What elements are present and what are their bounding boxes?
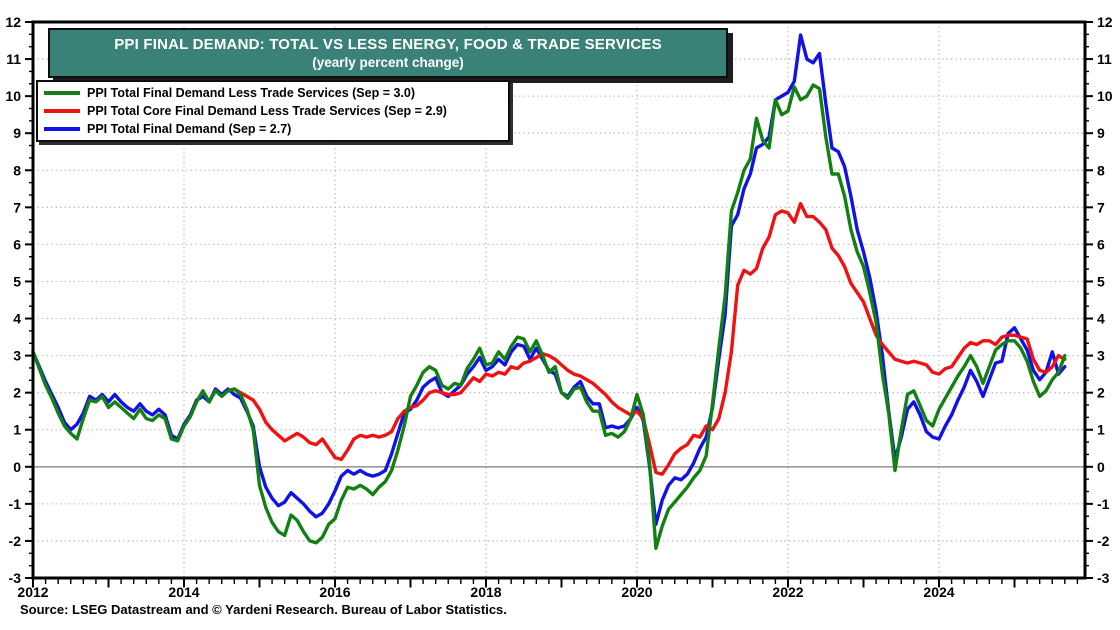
blue-line-swatch-icon [44,127,80,131]
y-axis-label-right: 5 [1097,273,1105,289]
y-axis-label-left: 9 [13,125,21,141]
x-axis-label: 2014 [168,584,199,600]
y-axis-label-right: -2 [1097,533,1110,549]
legend-item-red: PPI Total Core Final Demand Less Trade S… [44,102,508,120]
y-axis-label-left: -1 [9,496,22,512]
x-axis-label: 2018 [470,584,501,600]
legend-label-red: PPI Total Core Final Demand Less Trade S… [87,104,447,118]
x-axis-label: 2024 [923,584,954,600]
legend-item-green: PPI Total Final Demand Less Trade Servic… [44,84,508,102]
y-axis-label-right: -1 [1097,496,1110,512]
y-axis-label-left: 4 [13,311,21,327]
plot-frame [31,20,1087,580]
y-axis-label-left: 11 [6,51,21,67]
y-axis-label-left: 10 [5,88,21,104]
red-line-swatch-icon [44,109,80,113]
y-axis-label-right: 0 [1097,459,1105,475]
y-axis-label-left: 0 [13,459,21,475]
y-axis-label-left: -2 [9,533,22,549]
series-line [31,83,1067,550]
x-axis-label: 2012 [17,584,48,600]
y-axis-label-left: 12 [5,14,21,30]
y-axis-label-right: 12 [1097,14,1113,30]
y-axis-label-left: 7 [13,199,21,215]
x-axis-label: 2016 [319,584,350,600]
chart-subtitle: (yearly percent change) [312,55,464,70]
x-axis-label: 2022 [772,584,803,600]
y-axis-label-right: 3 [1097,348,1105,364]
x-axis-label: 2020 [621,584,652,600]
y-axis-label-left: 3 [13,348,21,364]
y-axis-label-left: -3 [9,570,22,586]
legend-label-green: PPI Total Final Demand Less Trade Servic… [87,86,416,100]
legend: PPI Total Final Demand Less Trade Servic… [36,80,510,142]
legend-item-blue: PPI Total Final Demand (Sep = 2.7) [44,120,508,138]
y-axis-label-right: 7 [1097,199,1105,215]
y-axis-label-left: 2 [13,385,21,401]
y-axis-label-right: -3 [1097,570,1110,586]
y-axis-label-right: 11 [1097,51,1112,67]
y-axis-label-left: 5 [13,273,21,289]
y-axis-label-left: 1 [13,422,21,438]
y-axis-label-right: 6 [1097,236,1105,252]
legend-label-blue: PPI Total Final Demand (Sep = 2.7) [87,122,292,136]
y-axis-label-right: 1 [1097,422,1105,438]
y-axis-label-left: 8 [13,162,21,178]
y-axis-label-right: 9 [1097,125,1105,141]
chart-title: PPI FINAL DEMAND: TOTAL VS LESS ENERGY, … [114,36,662,53]
source-note: Source: LSEG Datastream and © Yardeni Re… [20,602,507,617]
green-line-swatch-icon [44,91,80,95]
y-axis-label-right: 10 [1097,88,1113,104]
chart-title-box: PPI FINAL DEMAND: TOTAL VS LESS ENERGY, … [48,28,728,78]
y-axis-label-right: 2 [1097,385,1105,401]
y-axis-label-right: 4 [1097,311,1105,327]
y-axis-label-left: 6 [13,236,21,252]
y-axis-label-right: 8 [1097,162,1105,178]
